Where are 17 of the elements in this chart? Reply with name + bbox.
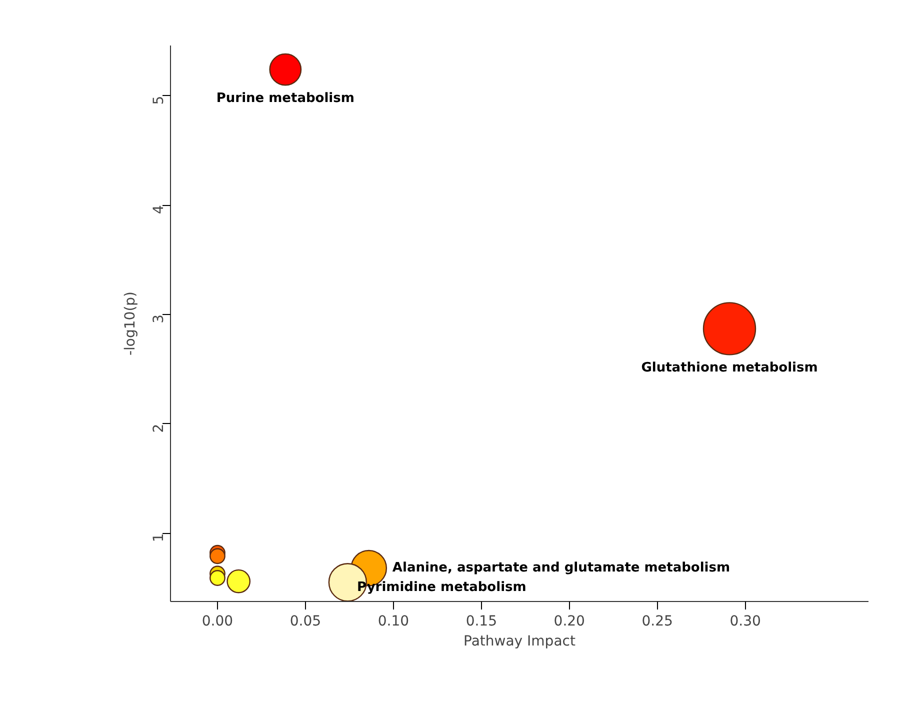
annotation: Alanine, aspartate and glutamate metabolism [392,560,730,576]
y-tick-label: 3 [151,314,167,324]
y-tick-label: 4 [151,205,167,214]
y-tick-label: 5 [151,96,167,105]
y-tick-label: 2 [151,424,167,433]
x-tick-label: 0.05 [290,614,322,630]
annotation: Glutathione metabolism [641,360,818,376]
annotation: Purine metabolism [216,91,354,106]
x-tick-label: 0.20 [554,614,585,630]
y-axis-title: -log10(p) [122,291,138,356]
x-tick-label: 0.30 [730,614,761,630]
x-tick-label: 0.10 [378,614,410,630]
x-axis-title: Pathway Impact [464,634,576,650]
x-tick-label: 0.25 [642,614,673,630]
x-tick-label: 0.00 [202,614,234,630]
x-tick-label: 0.15 [466,614,497,630]
y-tick-label: 1 [151,533,167,542]
